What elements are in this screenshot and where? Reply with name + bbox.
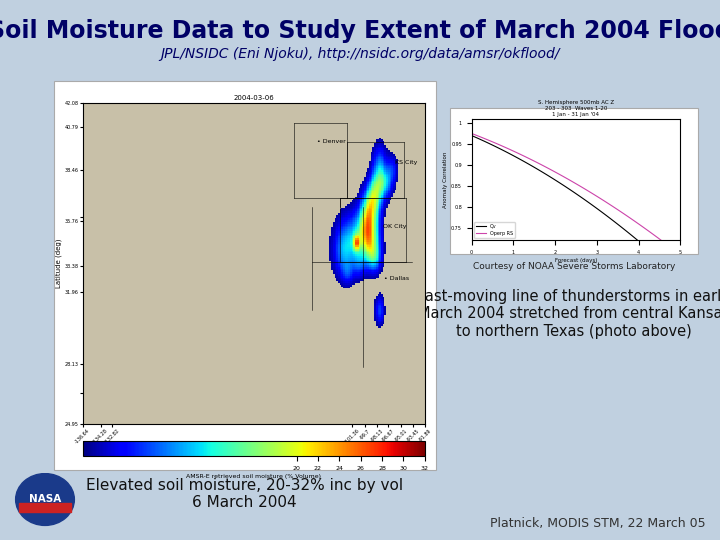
FancyArrow shape — [19, 503, 71, 512]
Operp RS — [665, 244, 674, 250]
Qv — [467, 132, 476, 139]
FancyBboxPatch shape — [450, 108, 698, 254]
Operp RS — [575, 183, 583, 189]
Operp RS — [660, 239, 668, 245]
Qv — [575, 193, 583, 199]
Operp RS — [467, 130, 476, 137]
Operp RS — [592, 193, 600, 199]
Text: NASA: NASA — [29, 495, 61, 504]
Text: • Denver: • Denver — [317, 139, 346, 145]
Text: Elevated soil moisture, 20-32% inc by vol
6 March 2004: Elevated soil moisture, 20-32% inc by vo… — [86, 478, 403, 510]
Circle shape — [16, 474, 74, 525]
Operp RS — [508, 147, 516, 153]
Qv — [592, 205, 600, 211]
Y-axis label: Latitude (deg): Latitude (deg) — [55, 239, 62, 288]
Text: Platnick, MODIS STM, 22 March 05: Platnick, MODIS STM, 22 March 05 — [490, 517, 706, 530]
Text: Fast-moving line of thunderstorms in early
March 2004 stretched from central Kan: Fast-moving line of thunderstorms in ear… — [418, 289, 720, 339]
Qv — [676, 275, 685, 281]
Text: OK City: OK City — [383, 224, 406, 229]
Qv — [508, 152, 516, 158]
Text: • Dallas: • Dallas — [384, 276, 410, 281]
X-axis label: AMSR-E retrieved soil moisture (% Volume): AMSR-E retrieved soil moisture (% Volume… — [186, 474, 321, 479]
Operp RS — [516, 151, 524, 158]
FancyBboxPatch shape — [54, 81, 436, 470]
Operp RS — [676, 252, 685, 258]
Text: Courtesy of NOAA Severe Storms Laboratory: Courtesy of NOAA Severe Storms Laborator… — [473, 262, 675, 271]
Y-axis label: Anomaly Correlation: Anomaly Correlation — [444, 151, 449, 208]
Line: Qv: Qv — [472, 136, 680, 278]
Text: Soil Moisture Data to Study Extent of March 2004 Flood: Soil Moisture Data to Study Extent of Ma… — [0, 19, 720, 43]
Text: JPL/NSIDC (Eni Njoku), http://nsidc.org/data/amsr/okflood/: JPL/NSIDC (Eni Njoku), http://nsidc.org/… — [161, 47, 559, 61]
Legend: Qv, Operp RS: Qv, Operp RS — [474, 221, 515, 238]
Qv — [516, 156, 524, 163]
Title: 2004-03-06: 2004-03-06 — [233, 95, 274, 101]
Title: S. Hemisphere 500mb AC Z
203 - 303  Waves 1-20
1 Jan - 31 Jan '04: S. Hemisphere 500mb AC Z 203 - 303 Waves… — [538, 100, 614, 117]
Text: KS City: KS City — [395, 160, 418, 165]
Qv — [660, 259, 668, 266]
X-axis label: Longitude (deg): Longitude (deg) — [226, 448, 282, 454]
Qv — [665, 265, 674, 272]
X-axis label: Forecast (days): Forecast (days) — [555, 258, 597, 263]
Line: Operp RS: Operp RS — [472, 133, 680, 255]
